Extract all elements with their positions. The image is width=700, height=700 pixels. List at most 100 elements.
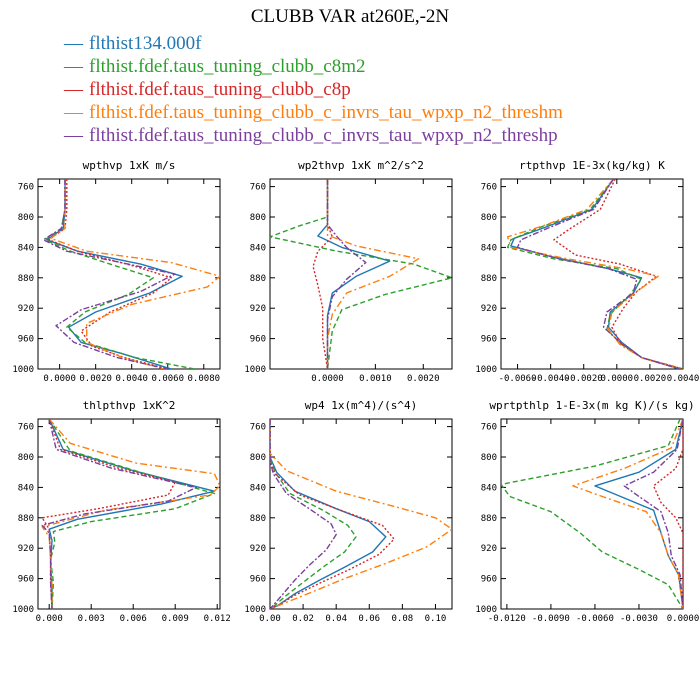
y-tick-label: 800: [250, 213, 266, 223]
x-tick-label: 0.0020: [407, 374, 440, 384]
legend-item: — flthist134.000f: [64, 32, 563, 55]
y-tick-label: 960: [250, 575, 266, 585]
y-tick-label: 840: [18, 483, 34, 493]
chart-title: wprtpthlp 1-E-3x(m kg K)/(s kg): [489, 399, 694, 412]
series-line: [41, 419, 220, 609]
chart-title: wp2thvp 1xK m^2/s^2: [298, 159, 424, 172]
legend-item: — flthist.fdef.taus_tuning_clubb_c8p: [64, 78, 563, 101]
legend-label: flthist.fdef.taus_tuning_clubb_c8p: [89, 79, 351, 100]
series-line: [501, 419, 683, 609]
series-group: [270, 179, 452, 369]
plot-frame: [500, 178, 684, 370]
series-line: [270, 419, 357, 609]
x-tick-label: 0.0000: [311, 374, 344, 384]
y-tick-label: 800: [18, 213, 34, 223]
series-line: [48, 179, 173, 369]
chart-title: wpthvp 1xK m/s: [83, 159, 176, 172]
y-tick-label: 920: [18, 544, 34, 554]
x-tick-label: 0.003: [78, 614, 105, 624]
x-tick-label: 0.0060: [151, 374, 184, 384]
x-tick-label: 0.10: [425, 614, 447, 624]
page-title: CLUBB VAR at260E,-2N: [250, 6, 450, 27]
x-tick-label: 0.08: [392, 614, 414, 624]
legend-item: — flthist.fdef.taus_tuning_clubb_c_invrs_…: [64, 101, 563, 124]
series-line: [572, 419, 683, 609]
y-tick-label: 920: [481, 304, 497, 314]
series-line: [41, 419, 197, 609]
chart-panel: wpthvp 1xK m/s 760 800 840 880 920 960 1000 0.00…: [12, 159, 221, 384]
series-line: [506, 179, 680, 369]
x-tick-label: 0.02: [292, 614, 314, 624]
legend-label: flthist.fdef.taus_tuning_clubb_c_invrs_t…: [89, 125, 558, 146]
series-group: [506, 179, 683, 369]
legend-dash-icon: —: [64, 102, 83, 123]
y-tick-label: 920: [481, 544, 497, 554]
series-line: [270, 419, 337, 609]
y-tick-label: 1000: [12, 365, 34, 375]
series-group: [42, 179, 220, 369]
y-tick-label: 800: [18, 453, 34, 463]
y-tick-label: 960: [18, 575, 34, 585]
x-tick-label: 0.0000: [601, 374, 634, 384]
y-tick-label: 880: [250, 514, 266, 524]
x-tick-label: 0.012: [204, 614, 231, 624]
x-tick-label: 0.0080: [188, 374, 221, 384]
y-tick-label: 840: [481, 483, 497, 493]
plot-frame: [269, 418, 453, 610]
series-group: [270, 419, 452, 609]
y-tick-label: 920: [250, 304, 266, 314]
y-tick-label: 1000: [475, 605, 497, 615]
x-tick-label: -0.0040: [532, 374, 570, 384]
y-tick-label: 760: [481, 183, 497, 193]
x-tick-label: 0.06: [358, 614, 380, 624]
y-tick-label: 760: [18, 423, 34, 433]
x-tick-label: 0.0020: [79, 374, 112, 384]
series-line: [41, 419, 176, 609]
chart-panel: rtpthvp 1E-3x(kg/kg) K 760 800 840 880 920 960…: [475, 159, 699, 384]
y-tick-label: 800: [481, 453, 497, 463]
series-line: [48, 419, 216, 609]
x-tick-label: 0.0000: [43, 374, 76, 384]
plot-frame: [37, 418, 221, 610]
chart-title: rtpthvp 1E-3x(kg/kg) K: [519, 159, 665, 172]
series-line: [48, 419, 216, 609]
series-line: [42, 179, 176, 369]
legend-dash-icon: —: [64, 125, 83, 146]
x-tick-label: -0.0030: [620, 614, 658, 624]
series-line: [270, 179, 452, 369]
y-tick-label: 760: [250, 183, 266, 193]
x-tick-label: -0.0020: [565, 374, 603, 384]
legend-dash-icon: —: [64, 33, 83, 54]
series-line: [270, 419, 387, 609]
y-tick-label: 1000: [475, 365, 497, 375]
series-line: [553, 179, 683, 369]
x-tick-label: -0.0060: [576, 614, 614, 624]
y-tick-label: 760: [18, 183, 34, 193]
plot-frame: [37, 178, 221, 370]
series-group: [41, 419, 220, 609]
series-line: [516, 179, 680, 369]
y-tick-label: 760: [481, 423, 497, 433]
plot-frame: [269, 178, 453, 370]
y-tick-label: 960: [250, 335, 266, 345]
legend-item: — flthist.fdef.taus_tuning_clubb_c_invrs_…: [64, 124, 563, 147]
x-tick-label: 0.0020: [634, 374, 667, 384]
series-line: [49, 179, 220, 369]
series-line: [506, 179, 683, 369]
y-tick-label: 1000: [244, 365, 266, 375]
series-line: [623, 419, 683, 609]
x-tick-label: 0.0010: [359, 374, 392, 384]
legend-item: — flthist.fdef.taus_tuning_clubb_c8m2: [64, 55, 563, 78]
y-tick-label: 1000: [244, 605, 266, 615]
y-tick-label: 960: [18, 335, 34, 345]
y-tick-label: 840: [481, 243, 497, 253]
y-tick-label: 800: [250, 453, 266, 463]
x-tick-label: -0.0120: [488, 614, 526, 624]
x-tick-label: 0.0040: [667, 374, 700, 384]
y-tick-label: 880: [18, 514, 34, 524]
series-line: [46, 179, 183, 369]
series-line: [594, 419, 683, 609]
series-line: [270, 419, 395, 609]
series-line: [312, 179, 333, 369]
